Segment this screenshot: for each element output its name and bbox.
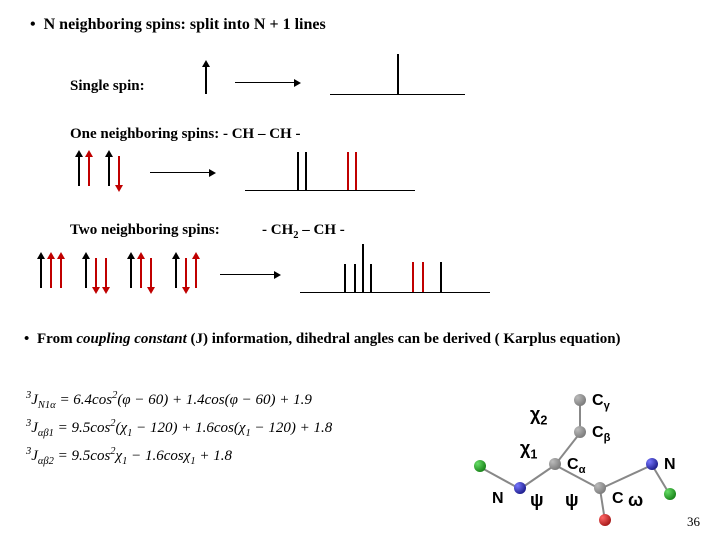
atom-Cb [574,426,586,438]
atom-G2 [664,488,676,500]
atom-label-C1: C [612,490,624,508]
angle-label: ψ [565,490,579,511]
slide-number: 36 [687,514,700,530]
bullet-dot: • [30,16,36,33]
atom-label-N1: N [492,490,504,508]
atom-O1 [599,514,611,526]
spectrum-peak [370,264,372,292]
spin-up-icon [88,156,90,186]
spin-up-icon [60,258,62,288]
karplus-equation-2: 3Jαβ1 = 9.5cos2(χ1 − 120) + 1.6cos(χ1 − … [26,418,332,439]
spin-up-icon [140,258,142,288]
coupling-text-after: (J) information, dihedral angles can be … [191,331,621,347]
bullet-dot: • [24,331,29,347]
atom-N2 [646,458,658,470]
spectrum-baseline [330,94,465,95]
coupling-paragraph: • From coupling constant (J) information… [24,330,694,349]
coupling-text-italic: coupling constant [76,331,186,347]
spin-down-icon [105,258,107,288]
section-3-label: Two neighboring spins: [70,222,220,239]
spin-up-icon [40,258,42,288]
atom-Ca [549,458,561,470]
spin-up-icon [50,258,52,288]
spin-up-icon [130,258,132,288]
spin-up-icon [78,156,80,186]
atom-Cg [574,394,586,406]
spectrum-peak [354,264,356,292]
coupling-text-before: From [37,331,76,347]
section-2-transition-arrow [150,172,210,173]
bond [600,464,653,490]
spectrum-baseline [245,190,415,191]
spin-up-icon [195,258,197,288]
spectrum-peak [412,262,414,292]
spin-down-icon [150,258,152,288]
spin-up-icon [108,156,110,186]
spectrum-baseline [300,292,490,293]
spin-up-icon [175,258,177,288]
spin-down-icon [185,258,187,288]
spectrum-peak [397,54,399,94]
section-1-label: Single spin: [70,78,145,95]
section-1-transition-arrow [235,82,295,83]
angle-label: χ1 [520,438,537,462]
spin-down-icon [95,258,97,288]
spectrum-peak [362,244,364,292]
section-1-spin-arrow [205,66,207,94]
angle-label: ψ [530,490,544,511]
spectrum-peak [440,262,442,292]
section-3-formula: - CH2 – CH - [262,222,345,241]
section-3-transition-arrow [220,274,275,275]
spin-up-icon [85,258,87,288]
heading-text: N neighboring spins: split into N + 1 li… [44,16,326,33]
karplus-equation-3: 3Jαβ2 = 9.5cos2χ1 − 1.6cosχ1 + 1.8 [26,446,232,467]
angle-label: χ2 [530,404,547,428]
atom-label-Cb: Cβ [592,424,610,444]
atom-C1 [594,482,606,494]
spectrum-peak [305,152,307,190]
spectrum-peak [297,152,299,190]
heading-row: • N neighboring spins: split into N + 1 … [30,16,326,34]
section-2-label: One neighboring spins: - CH – CH - [70,126,300,143]
atom-label-Ca: Cα [567,456,585,476]
spectrum-peak [355,152,357,190]
atom-label-Cg: Cγ [592,392,610,412]
atom-G1 [474,460,486,472]
spectrum-peak [422,262,424,292]
spectrum-peak [347,152,349,190]
atom-N1 [514,482,526,494]
spectrum-peak [344,264,346,292]
spin-down-icon [118,156,120,186]
karplus-equation-1: 3JN1α = 6.4cos2(φ − 60) + 1.4cos(φ − 60)… [26,390,312,411]
atom-label-N2: N [664,456,676,474]
angle-label: ω [628,490,643,511]
